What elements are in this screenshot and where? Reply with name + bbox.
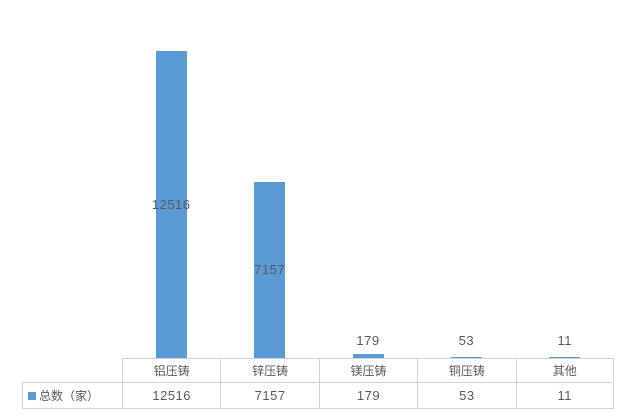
table-value-cell: 12516 xyxy=(122,382,221,409)
bar-3 xyxy=(450,356,482,358)
bar-0 xyxy=(155,51,187,358)
table-category-cell: 铜压铸 xyxy=(417,358,516,382)
table-corner-cell xyxy=(22,358,122,382)
table-category-cell: 其他 xyxy=(515,358,614,382)
bar-data-label: 11 xyxy=(557,333,573,348)
bar-data-label: 179 xyxy=(356,333,380,348)
table-value-cell: 7157 xyxy=(220,382,319,409)
legend-swatch-icon xyxy=(28,391,36,400)
legend-label: 总数（家） xyxy=(39,389,100,403)
table-value-cell: 179 xyxy=(318,382,418,409)
table-category-cell: 镁压铸 xyxy=(318,358,418,382)
bar-4 xyxy=(549,356,581,358)
plot-area: 12516 7157 179 53 11 xyxy=(151,51,581,358)
legend-cell: 总数（家） xyxy=(22,382,122,409)
bar-data-label: 53 xyxy=(458,333,475,348)
table-value-cell: 11 xyxy=(515,382,614,409)
table-category-cell: 铝压铸 xyxy=(122,358,221,382)
bar-1 xyxy=(254,182,286,358)
bar-data-label: 12516 xyxy=(151,196,191,212)
bar-data-label: 7157 xyxy=(254,262,286,278)
table-category-cell: 锌压铸 xyxy=(220,358,319,382)
bar-2 xyxy=(352,353,384,358)
table-value-cell: 53 xyxy=(417,382,516,409)
chart-data-table: 铝压铸 锌压铸 镁压铸 铜压铸 其他 总数（家） 12516 7157 179 53 11 xyxy=(22,358,614,409)
